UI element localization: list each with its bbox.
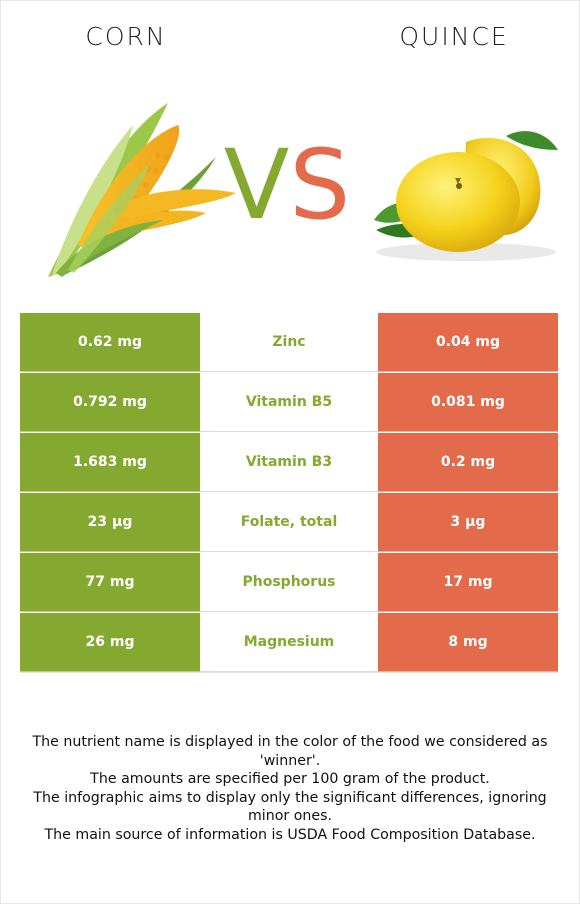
- nutrient-name: Folate, total: [200, 493, 378, 552]
- table-row: 26 mg Magnesium 8 mg: [20, 613, 558, 673]
- nutrient-name: Magnesium: [200, 613, 378, 672]
- nutrient-name: Vitamin B5: [200, 373, 378, 432]
- corn-value: 1.683 mg: [20, 433, 200, 492]
- quince-value: 8 mg: [378, 613, 558, 672]
- corn-value: 0.62 mg: [20, 313, 200, 372]
- vs-s: S: [289, 129, 351, 241]
- footnote: The amounts are specified per 100 gram o…: [90, 771, 490, 788]
- corn-value: 26 mg: [20, 613, 200, 672]
- vs-label: VS: [222, 135, 352, 235]
- corn-value: 77 mg: [20, 553, 200, 612]
- quince-value: 3 µg: [378, 493, 558, 552]
- corn-value: 23 µg: [20, 493, 200, 552]
- table-row: 23 µg Folate, total 3 µg: [20, 493, 558, 553]
- table-row: 0.792 mg Vitamin B5 0.081 mg: [20, 373, 558, 433]
- food-title-corn: CORN: [85, 22, 167, 51]
- footnote: The nutrient name is displayed in the co…: [32, 734, 548, 769]
- quince-value: 0.2 mg: [378, 433, 558, 492]
- table-row: 77 mg Phosphorus 17 mg: [20, 553, 558, 613]
- corn-value: 0.792 mg: [20, 373, 200, 432]
- nutrient-name: Phosphorus: [200, 553, 378, 612]
- footnotes: The nutrient name is displayed in the co…: [20, 733, 560, 845]
- footnote: The infographic aims to display only the…: [33, 789, 547, 825]
- quince-value: 0.081 mg: [378, 373, 558, 432]
- quince-image: [374, 131, 558, 261]
- nutrient-name: Zinc: [200, 313, 378, 372]
- nutrient-name: Vitamin B3: [200, 433, 378, 492]
- quince-value: 17 mg: [378, 553, 558, 612]
- table-row: 0.62 mg Zinc 0.04 mg: [20, 313, 558, 373]
- footnote: The main source of information is USDA F…: [44, 826, 536, 843]
- comparison-table: 0.62 mg Zinc 0.04 mg 0.792 mg Vitamin B5…: [20, 313, 558, 673]
- vs-v: V: [223, 129, 290, 241]
- food-title-quince: QUINCE: [399, 22, 509, 51]
- corn-image: [48, 103, 236, 277]
- quince-value: 0.04 mg: [378, 313, 558, 372]
- table-row: 1.683 mg Vitamin B3 0.2 mg: [20, 433, 558, 493]
